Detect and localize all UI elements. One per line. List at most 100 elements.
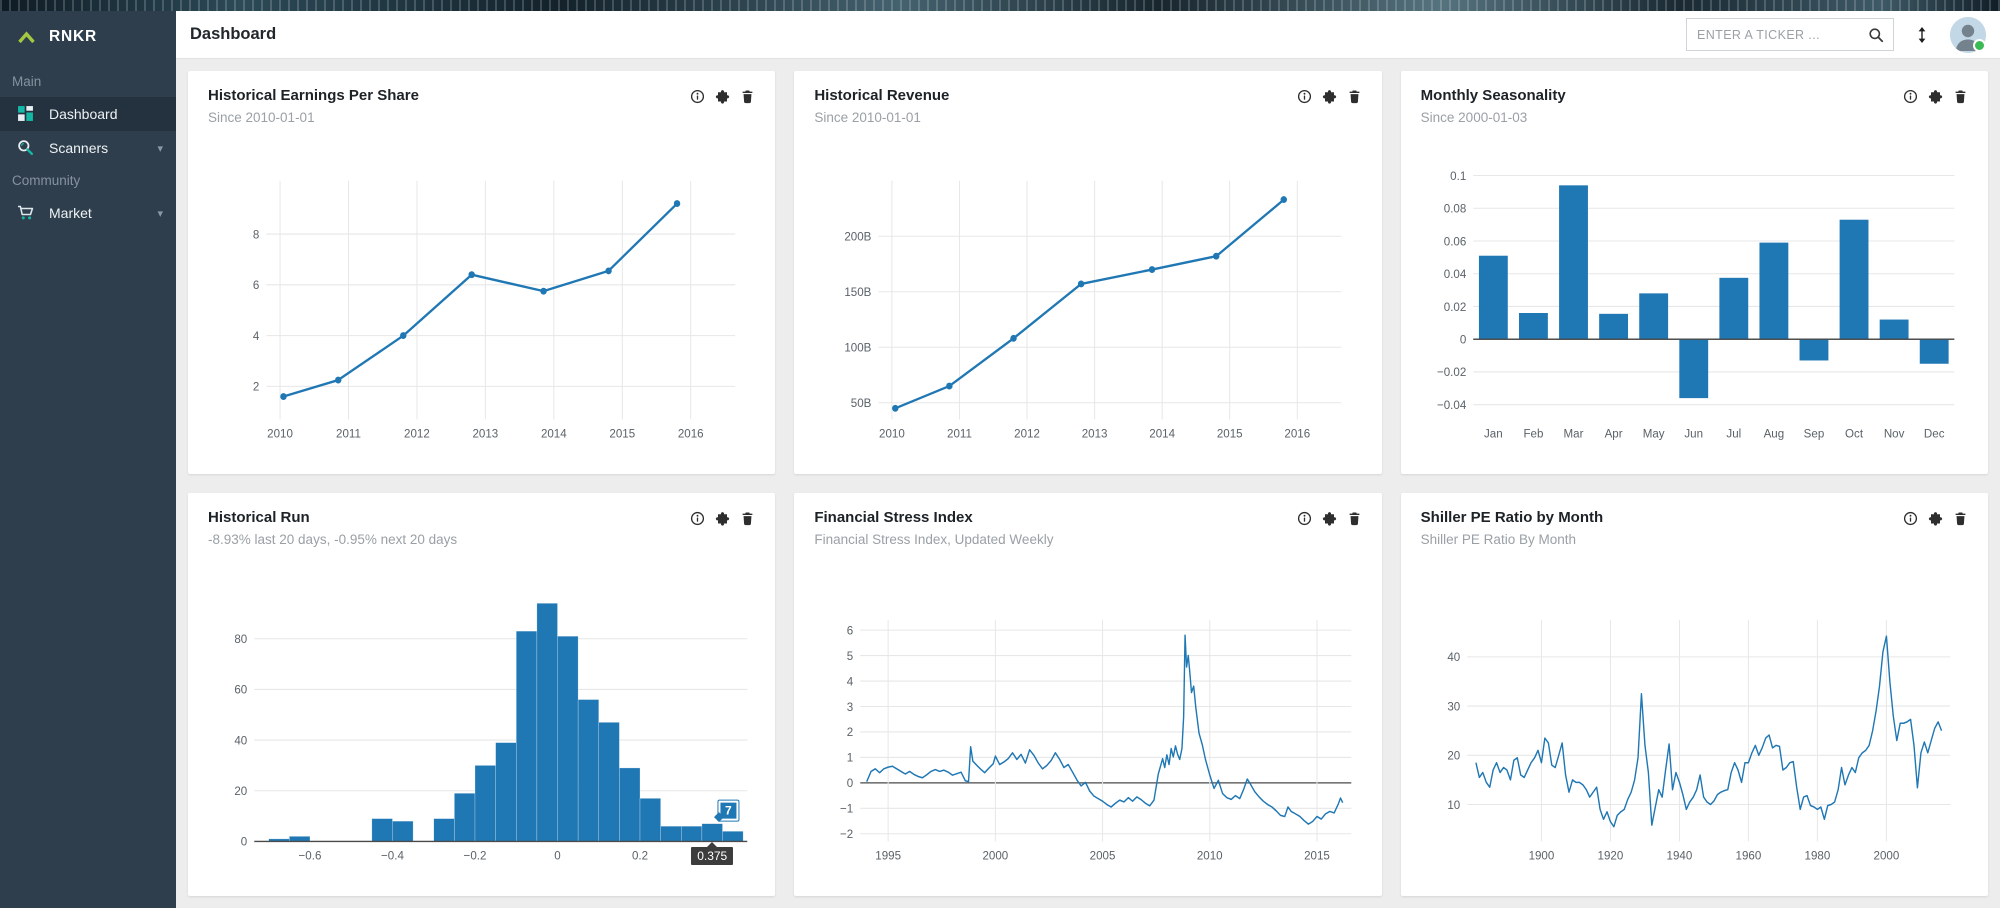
svg-text:2010: 2010 <box>267 426 293 440</box>
svg-text:2016: 2016 <box>678 426 704 440</box>
info-circle-icon[interactable] <box>1297 89 1312 104</box>
svg-text:Oct: Oct <box>1845 426 1864 440</box>
svg-text:2011: 2011 <box>947 426 972 440</box>
svg-text:0.02: 0.02 <box>1443 299 1466 313</box>
updown-arrow-icon[interactable] <box>1915 26 1929 44</box>
chart-canvas-historical-revenue[interactable]: 50B 100B 150B 200B 2010 2011 2012 2013 2014 2015 2… <box>814 127 1361 460</box>
chevron-down-icon[interactable]: ▾ <box>157 207 163 220</box>
chart-canvas-monthly-seasonality[interactable]: 0.1 0.08 0.06 0.04 0.02 0 −0.02 −0.04 Jan Feb Mar A… <box>1421 127 1968 460</box>
sidebar-item-label: Dashboard <box>49 106 118 122</box>
svg-text:0: 0 <box>847 776 854 790</box>
svg-text:2016: 2016 <box>1285 426 1311 440</box>
card-title: Shiller PE Ratio by Month <box>1420 509 1604 526</box>
svg-text:2010: 2010 <box>879 426 905 440</box>
app-logo[interactable]: RNKR <box>0 11 176 66</box>
trash-icon[interactable] <box>740 89 755 104</box>
svg-text:10: 10 <box>1447 797 1460 811</box>
svg-text:1980: 1980 <box>1804 848 1830 862</box>
sidebar-item-dashboard[interactable]: Dashboard <box>0 97 176 131</box>
card-subtitle: Since 2010-01-01 <box>208 109 315 125</box>
svg-text:0: 0 <box>1459 332 1466 346</box>
svg-text:Apr: Apr <box>1604 426 1622 440</box>
logo-chevron-up-icon <box>17 30 36 44</box>
svg-text:150B: 150B <box>845 284 872 298</box>
svg-text:1900: 1900 <box>1528 848 1554 862</box>
svg-text:Sep: Sep <box>1803 426 1824 440</box>
svg-text:1940: 1940 <box>1666 848 1692 862</box>
svg-text:0: 0 <box>241 834 248 848</box>
info-circle-icon[interactable] <box>1903 89 1918 104</box>
svg-text:40: 40 <box>234 733 247 747</box>
card-title: Historical Run <box>208 509 310 526</box>
chart-area: 6 5 4 3 2 1 0 −1 −2 1995 2000 2005 2010 2015 <box>814 549 1361 882</box>
svg-text:Aug: Aug <box>1763 426 1784 440</box>
puzzle-icon[interactable] <box>1322 89 1337 104</box>
svg-text:−1: −1 <box>840 801 854 815</box>
card-title: Monthly Seasonality <box>1420 87 1566 104</box>
svg-text:2014: 2014 <box>541 426 567 440</box>
chart-canvas-shiller-pe-ratio-by-month[interactable]: 10 20 30 40 1900 1920 1940 1960 1980 2000 <box>1421 549 1968 882</box>
puzzle-icon[interactable] <box>1928 511 1943 526</box>
card-subtitle: Since 2010-01-01 <box>814 109 921 125</box>
info-circle-icon[interactable] <box>690 511 705 526</box>
puzzle-icon[interactable] <box>715 511 730 526</box>
svg-text:1995: 1995 <box>876 848 902 862</box>
chevron-down-icon[interactable]: ▾ <box>157 142 163 155</box>
puzzle-icon[interactable] <box>1322 511 1337 526</box>
svg-text:2010: 2010 <box>1197 848 1223 862</box>
card-subtitle: Financial Stress Index, Updated Weekly <box>814 531 1054 547</box>
card-shiller-pe-ratio-by-month: Shiller PE Ratio by Month Shiller PE Rati… <box>1400 493 1988 896</box>
sidebar-item-market[interactable]: Market ▾ <box>0 196 176 230</box>
card-actions <box>690 87 755 104</box>
search-button[interactable] <box>1859 19 1893 50</box>
page-title: Dashboard <box>190 25 277 43</box>
sidebar-section-label: Main <box>12 74 42 89</box>
sidebar-item-scanners[interactable]: Scanners ▾ <box>0 131 176 165</box>
card-title: Financial Stress Index <box>814 509 973 526</box>
ticker-search-input[interactable] <box>1687 27 1859 42</box>
card-subtitle: -8.93% last 20 days, -0.95% next 20 days <box>208 531 458 547</box>
trash-icon[interactable] <box>1347 511 1362 526</box>
svg-text:0.1: 0.1 <box>1450 168 1466 182</box>
puzzle-icon[interactable] <box>715 89 730 104</box>
card-historical-run: Historical Run -8.93% last 20 days, -0.95… <box>188 493 776 896</box>
svg-text:6: 6 <box>253 278 260 292</box>
card-subtitle: Shiller PE Ratio By Month <box>1420 531 1576 547</box>
info-circle-icon[interactable] <box>690 89 705 104</box>
svg-text:−0.02: −0.02 <box>1437 365 1467 379</box>
trash-icon[interactable] <box>1347 89 1362 104</box>
card-historical-revenue: Historical Revenue Since 2010-01-01 50B 100… <box>794 71 1382 474</box>
svg-text:50B: 50B <box>851 395 872 409</box>
puzzle-icon[interactable] <box>1928 89 1943 104</box>
svg-text:2: 2 <box>847 725 854 739</box>
info-circle-icon[interactable] <box>1903 511 1918 526</box>
dashboard-grid: Historical Earnings Per Share Since 2010-… <box>176 59 2000 908</box>
svg-text:2013: 2013 <box>473 426 499 440</box>
trash-icon[interactable] <box>1953 511 1968 526</box>
svg-text:Dec: Dec <box>1924 426 1945 440</box>
svg-text:6: 6 <box>847 623 854 637</box>
card-subtitle: Since 2000-01-03 <box>1420 109 1528 125</box>
ticker-search-group <box>1686 18 1894 51</box>
chart-canvas-financial-stress-index[interactable]: 6 5 4 3 2 1 0 −1 −2 1995 2000 2005 2010 2015 <box>814 549 1361 882</box>
card-monthly-seasonality: Monthly Seasonality Since 2000-01-03 0.1 0.… <box>1400 71 1988 474</box>
info-circle-icon[interactable] <box>1297 511 1312 526</box>
svg-text:−0.4: −0.4 <box>381 848 404 862</box>
market-cart-icon <box>17 204 35 222</box>
svg-text:0.06: 0.06 <box>1443 234 1466 248</box>
svg-text:Jun: Jun <box>1684 426 1703 440</box>
user-avatar[interactable] <box>1950 16 1986 53</box>
sidebar-item-label: Market <box>49 205 92 221</box>
card-actions <box>1903 87 1968 104</box>
chart-canvas-historical-earnings-per-share[interactable]: 2 4 6 8 2010 2011 2012 2013 2014 2015 2016 <box>208 127 755 460</box>
svg-text:4: 4 <box>847 674 854 688</box>
sidebar: RNKR Main Dashboard Scanners ▾ Community Mark… <box>0 11 176 908</box>
trash-icon[interactable] <box>1953 89 1968 104</box>
chart-canvas-historical-run[interactable]: 0 20 40 60 80 −0.6 −0.4 −0.2 0 0.2 <box>208 549 755 882</box>
online-status-dot <box>1973 38 1986 52</box>
card-actions <box>1297 509 1362 526</box>
svg-text:2011: 2011 <box>336 426 361 440</box>
trash-icon[interactable] <box>740 511 755 526</box>
svg-text:2015: 2015 <box>1217 426 1243 440</box>
svg-text:100B: 100B <box>845 340 872 354</box>
